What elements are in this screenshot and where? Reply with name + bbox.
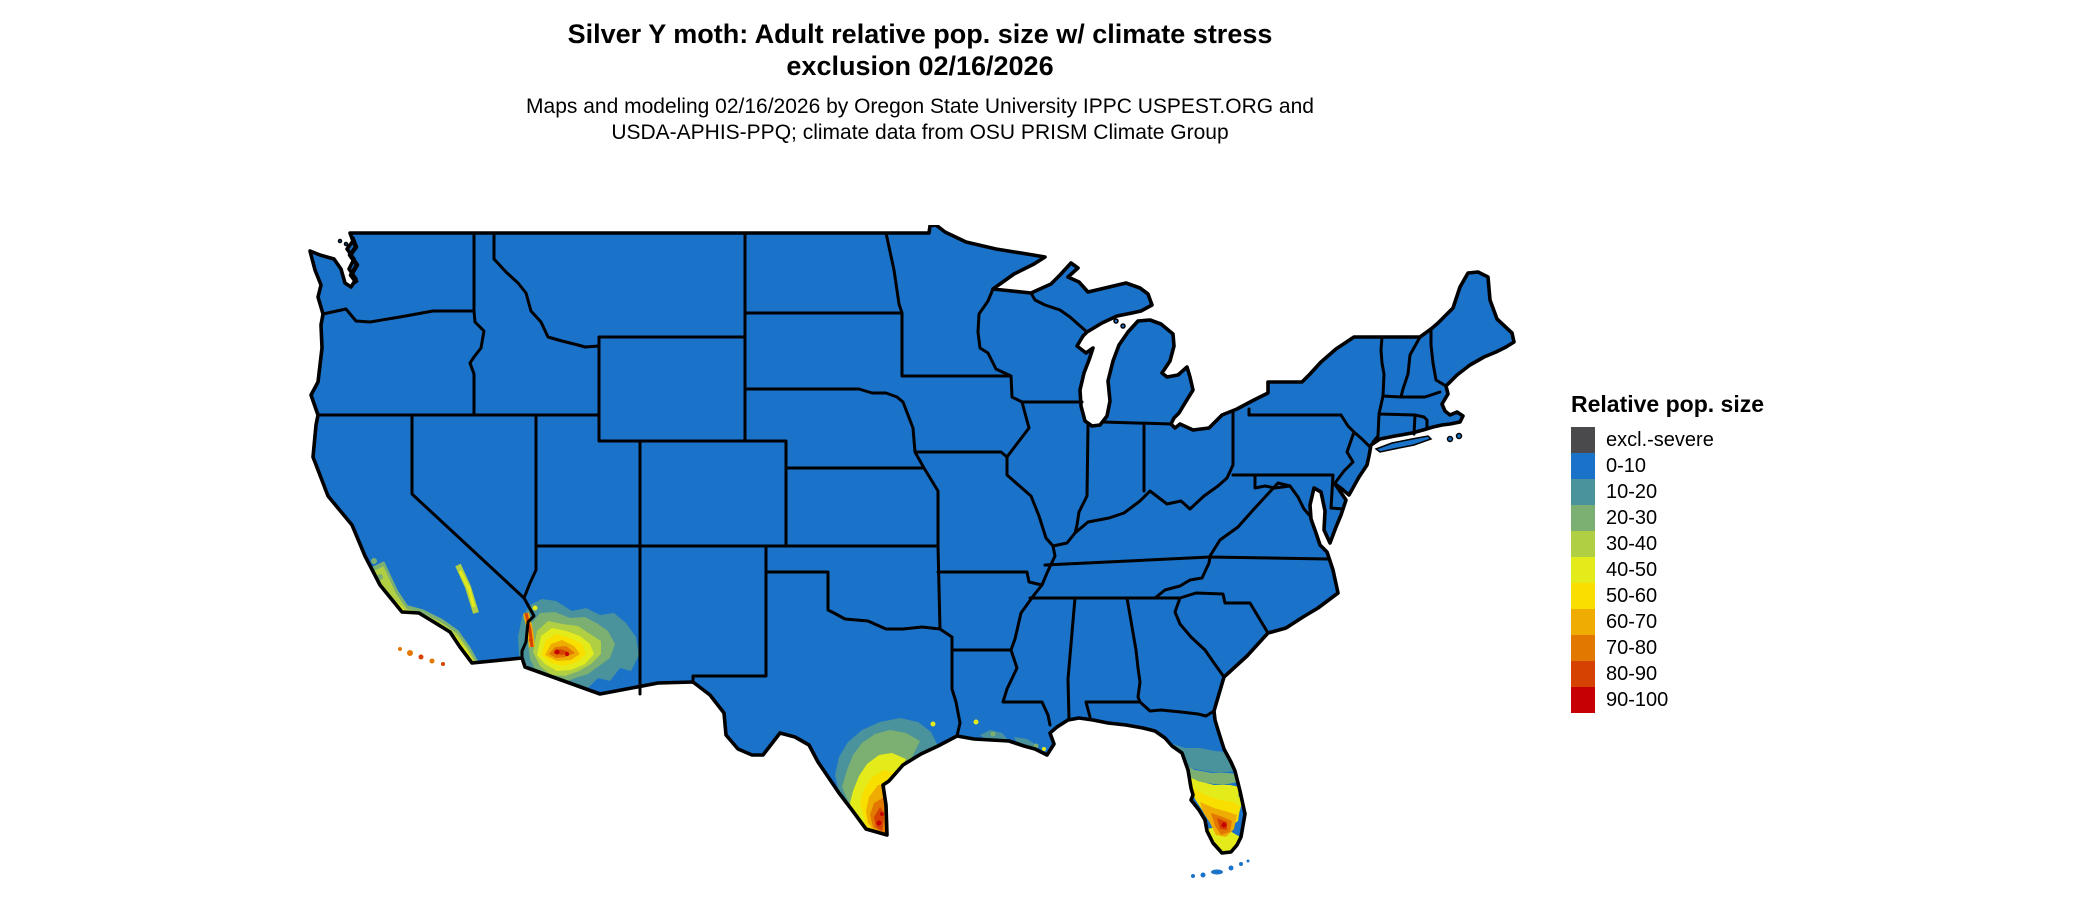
legend-label: 0-10 — [1606, 454, 1647, 477]
long-island — [1374, 435, 1433, 453]
legend-row: 10-20 — [1571, 479, 1764, 505]
legend-label: 80-90 — [1606, 662, 1658, 685]
figure-title-line1: Silver Y moth: Adult relative pop. size … — [567, 19, 1273, 49]
legend-swatch — [1571, 427, 1595, 453]
legend-row: 90-100 — [1571, 687, 1764, 713]
legend-swatch — [1571, 505, 1595, 531]
legend-label: 10-20 — [1606, 480, 1658, 503]
legend-label: 60-70 — [1606, 610, 1658, 633]
legend-row: 40-50 — [1571, 557, 1764, 583]
legend-label: 20-30 — [1606, 506, 1658, 529]
legend-row: 80-90 — [1571, 661, 1764, 687]
legend-row: excl.-severe — [1571, 427, 1764, 453]
state-borders — [316, 231, 1448, 738]
figure-subtitle-line1: Maps and modeling 02/16/2026 by Oregon S… — [526, 95, 1314, 118]
heat-region-south-texas — [835, 718, 979, 835]
legend-title: Relative pop. size — [1571, 391, 1765, 417]
map-legend: Relative pop. size excl.-severe 0-10 10-… — [1571, 391, 1764, 713]
figure-title-line2: exclusion 02/16/2026 — [786, 51, 1054, 81]
legend-label: excl.-severe — [1606, 428, 1714, 451]
legend-row: 30-40 — [1571, 531, 1764, 557]
legend-swatch — [1571, 687, 1595, 713]
figure-subtitle-line2: USDA-APHIS-PPQ; climate data from OSU PR… — [611, 121, 1229, 144]
legend-label: 90-100 — [1606, 688, 1669, 711]
legend-label: 30-40 — [1606, 532, 1658, 555]
legend-swatch — [1571, 531, 1595, 557]
puget-sound — [347, 236, 360, 285]
legend-row: 0-10 — [1571, 453, 1764, 479]
figure-subtitle: Maps and modeling 02/16/2026 by Oregon S… — [290, 94, 1550, 146]
legend-swatch — [1571, 557, 1595, 583]
legend-row: 50-60 — [1571, 583, 1764, 609]
heat-region-southwest-arizona — [518, 599, 639, 693]
legend-label: 70-80 — [1606, 636, 1658, 659]
figure-header: Silver Y moth: Adult relative pop. size … — [290, 18, 1550, 146]
legend-row: 20-30 — [1571, 505, 1764, 531]
legend-row: 60-70 — [1571, 609, 1764, 635]
us-map-svg — [308, 223, 1516, 878]
us-map — [290, 223, 1570, 895]
legend-label: 50-60 — [1606, 584, 1658, 607]
legend-swatch — [1571, 635, 1595, 661]
legend-swatch — [1571, 583, 1595, 609]
legend-rows: excl.-severe 0-10 10-20 20-30 30-40 40-5… — [1571, 427, 1764, 713]
legend-row: 70-80 — [1571, 635, 1764, 661]
legend-label: 40-50 — [1606, 558, 1658, 581]
legend-swatch — [1571, 609, 1595, 635]
legend-swatch — [1571, 661, 1595, 687]
legend-swatch — [1571, 479, 1595, 505]
legend-swatch — [1571, 453, 1595, 479]
islands — [337, 238, 1463, 453]
heat-region-florida — [1170, 743, 1244, 852]
florida-keys — [1191, 859, 1250, 878]
channel-islands — [398, 647, 445, 666]
